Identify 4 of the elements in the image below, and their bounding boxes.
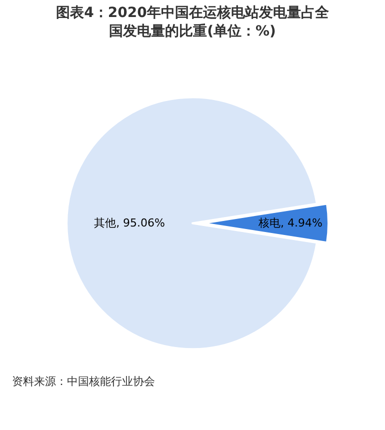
chart-title: 图表4：2020年中国在运核电站发电量占全国发电量的比重(单位：%) bbox=[56, 5, 330, 40]
text: 资料来源：中国核能行业协会 bbox=[12, 375, 155, 388]
slice-label: 核电, 4.94% bbox=[257, 216, 322, 230]
slice-label: 其他, 95.06% bbox=[94, 216, 166, 230]
